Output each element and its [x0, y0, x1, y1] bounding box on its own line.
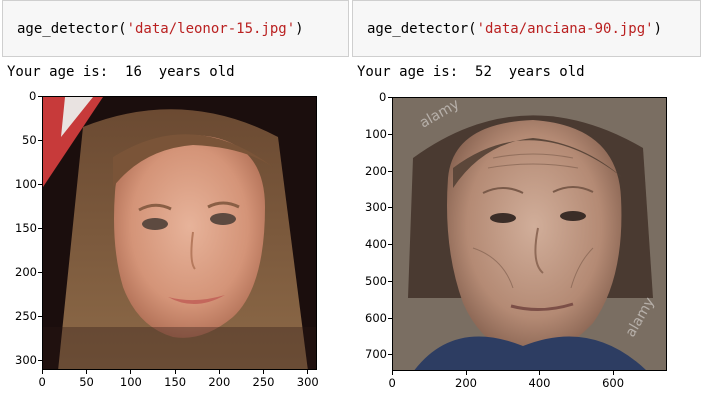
y-tick: [38, 272, 42, 274]
x-tick: [263, 370, 265, 374]
x-tick-label: 300: [296, 375, 319, 389]
y-tick-label: 200: [15, 265, 37, 280]
x-tick-label: 600: [602, 376, 625, 390]
age-value: 16: [125, 64, 142, 80]
y-tick: [38, 316, 42, 318]
y-tick-label: 200: [365, 163, 387, 178]
code-arg: 'data/anciana-90.jpg': [476, 21, 654, 37]
y-tick-label: 0: [379, 90, 387, 104]
y-tick-label: 300: [15, 353, 37, 368]
image-plot-2: alamy alamy 0 200 400 600 0 100 200 300 400 500 60…: [350, 88, 703, 413]
y-tick-label: 150: [15, 221, 37, 236]
x-tick-label: 150: [164, 375, 187, 389]
portrait-image: alamy alamy: [393, 98, 666, 370]
image-plot-1: 0 50 100 150 200 250 300 0 50 100 150 200 250 300: [0, 88, 350, 413]
code-fn: age_detector(: [17, 21, 127, 37]
x-tick-label: 400: [528, 376, 551, 390]
y-tick-label: 600: [365, 310, 387, 325]
y-tick: [388, 280, 392, 282]
x-tick: [42, 370, 43, 374]
x-tick: [174, 370, 176, 374]
y-tick-label: 500: [365, 273, 387, 288]
code-close: ): [295, 21, 304, 37]
y-tick: [388, 97, 392, 98]
y-tick: [38, 228, 42, 230]
output-text-2: Your age is: 52 years old: [357, 64, 585, 80]
y-tick-label: 100: [365, 126, 387, 141]
output-text-1: Your age is: 16 years old: [7, 64, 235, 80]
x-tick: [612, 371, 614, 375]
y-tick: [38, 360, 42, 362]
x-tick: [130, 370, 132, 374]
y-tick: [388, 170, 392, 172]
x-tick-label: 50: [79, 375, 94, 389]
portrait-image: [43, 97, 316, 369]
code-fn: age_detector(: [367, 21, 477, 37]
x-tick: [218, 370, 220, 374]
x-tick-label: 250: [252, 375, 275, 389]
code-arg: 'data/leonor-15.jpg': [126, 21, 296, 37]
x-tick-label: 200: [208, 375, 231, 389]
y-tick-label: 0: [29, 89, 37, 103]
code-cell-1[interactable]: age_detector('data/leonor-15.jpg'): [2, 0, 349, 57]
x-tick: [86, 370, 88, 374]
image-axes: alamy alamy: [392, 97, 667, 371]
y-tick-label: 400: [365, 237, 387, 252]
y-tick: [388, 133, 392, 135]
x-tick: [307, 370, 309, 374]
age-value: 52: [475, 64, 492, 80]
y-tick-label: 250: [15, 309, 37, 324]
x-tick-label: 0: [388, 376, 396, 390]
y-tick-label: 100: [15, 177, 37, 192]
x-tick-label: 200: [455, 376, 477, 390]
y-tick: [388, 207, 392, 209]
x-tick: [392, 371, 393, 375]
y-tick: [388, 244, 392, 246]
y-tick-label: 300: [365, 200, 387, 215]
y-tick-label: 50: [22, 133, 37, 148]
y-tick: [388, 354, 392, 356]
y-tick: [38, 184, 42, 186]
x-tick: [539, 371, 541, 375]
code-cell-2[interactable]: age_detector('data/anciana-90.jpg'): [352, 0, 701, 57]
x-tick: [465, 371, 467, 375]
x-tick-label: 0: [38, 375, 46, 389]
y-tick: [38, 96, 42, 97]
y-tick-label: 700: [365, 347, 387, 362]
code-close: ): [653, 21, 663, 37]
y-tick: [388, 317, 392, 319]
y-tick: [38, 140, 42, 142]
image-axes: [42, 96, 317, 370]
x-tick-label: 100: [119, 375, 142, 389]
